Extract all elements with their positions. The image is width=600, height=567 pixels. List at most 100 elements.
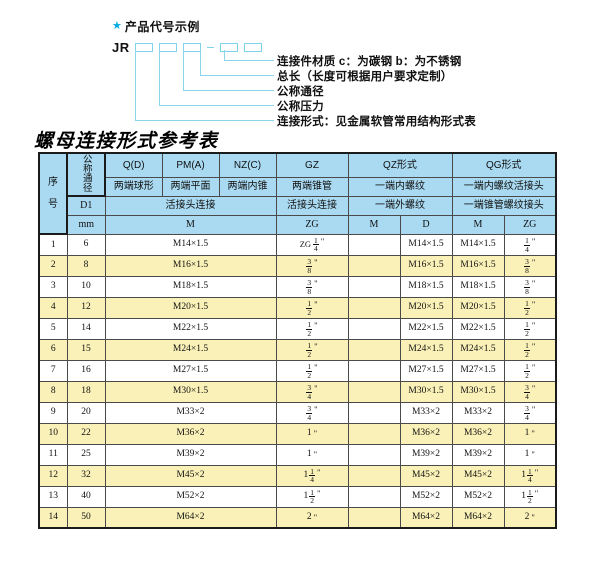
header-end-nzc: 两端内锥 [218, 176, 277, 197]
table-row: 2 8 M16×1.5 3 8 " M16×1.5 M16×1.5 3 8 " [38, 254, 557, 277]
cell-thread-m-qg: M52×2 [451, 485, 505, 508]
cell-thread-zg-gz: 3 4 " [275, 401, 349, 424]
header-code-qd: Q(D) [104, 152, 163, 178]
cell-thread-m-left: M16×1.5 [104, 254, 277, 277]
cell-thread-zg-qg: 1 2 " [503, 359, 557, 382]
cell-thread-zg-gz: 1 " [275, 443, 349, 466]
cell-thread-m-left: M30×1.5 [104, 380, 277, 403]
cell-thread-m-left: M36×2 [104, 422, 277, 445]
cell-seq: 4 [38, 296, 68, 319]
code-note-pressure: 公称压力 [277, 101, 324, 113]
nut-connection-spec-table: 序号 公称通径 Q(D) PM(A) NZ(C) GZ QZ形式 QG形式 两端… [38, 152, 557, 529]
cell-thread-zg-gz: 1 1 4 " [275, 464, 349, 487]
cell-seq: 2 [38, 254, 68, 277]
table-row: 14 50 M64×2 2 " M64×2 M64×2 2 " [38, 506, 557, 529]
cell-thread-d-qz: M20×1.5 [399, 296, 453, 319]
cell-thread-d-qz: M30×1.5 [399, 380, 453, 403]
cell-thread-zg-qg: 1 2 " [503, 338, 557, 361]
cell-thread-m-qz [347, 464, 401, 487]
page-title: 螺母连接形式参考表 [34, 131, 219, 152]
header-unit-mm: mm [66, 214, 106, 235]
header-conn-union-left: 活接头连接 [104, 195, 277, 216]
table-row: 9 20 M33×2 3 4 " M33×2 M33×2 3 4 " [38, 401, 557, 424]
header-thread-d-qz: D [399, 214, 453, 235]
cell-thread-m-left: M39×2 [104, 443, 277, 466]
cell-thread-m-left: M18×1.5 [104, 275, 277, 298]
cell-thread-m-qg: M39×2 [451, 443, 505, 466]
cell-thread-zg-qg: 1 1 4 " [503, 464, 557, 487]
cell-thread-zg-qg: 1 " [503, 422, 557, 445]
table-row: 13 40 M52×2 1 1 2 " M52×2 M52×2 1 1 2 " [38, 485, 557, 508]
cell-thread-d-qz: M33×2 [399, 401, 453, 424]
cell-nominal-diameter: 16 [66, 359, 106, 382]
cell-thread-m-qg: M45×2 [451, 464, 505, 487]
cell-seq: 3 [38, 275, 68, 298]
table-row: 5 14 M22×1.5 1 2 " M22×1.5 M22×1.5 1 2 " [38, 317, 557, 340]
cell-seq: 8 [38, 380, 68, 403]
cell-thread-m-qz [347, 443, 401, 466]
cell-thread-zg-qg: 3 4 " [503, 380, 557, 403]
cell-nominal-diameter: 15 [66, 338, 106, 361]
cell-nominal-diameter: 10 [66, 275, 106, 298]
code-dash [206, 46, 214, 49]
cell-nominal-diameter: 32 [66, 464, 106, 487]
leader-line-5-horizontal [224, 60, 274, 62]
table-row: 1 6 M14×1.5 ZG 1 4 " M14×1.5 M14×1.5 1 4 " [38, 233, 557, 256]
header-conn-taper-joint: 一端锥管螺纹接头 [451, 195, 557, 216]
cell-thread-m-qz [347, 254, 401, 277]
cell-seq: 1 [38, 233, 68, 256]
cell-thread-d-qz: M36×2 [399, 422, 453, 445]
cell-thread-d-qz: M27×1.5 [399, 359, 453, 382]
cell-thread-d-qz: M14×1.5 [399, 233, 453, 256]
cell-thread-m-left: M64×2 [104, 506, 277, 529]
header-end-pma: 两端平面 [161, 176, 220, 197]
leader-line-1-horizontal [135, 120, 274, 122]
cell-seq: 5 [38, 317, 68, 340]
cell-nominal-diameter: 50 [66, 506, 106, 529]
code-note-material: 连接件材质 c：为碳钢 b：为不锈钢 [277, 56, 462, 68]
code-note-length: 总长（长度可根据用户要求定制） [277, 71, 453, 83]
header-thread-m-qg: M [451, 214, 505, 235]
product-code-prefix: JR [112, 40, 130, 55]
leader-line-3-horizontal [183, 90, 274, 92]
cell-thread-m-qz [347, 317, 401, 340]
cell-thread-zg-gz: 1 2 " [275, 296, 349, 319]
cell-thread-zg-gz: 3 8 " [275, 254, 349, 277]
header-thread-m-left: M [104, 214, 277, 235]
cell-thread-m-qg: M16×1.5 [451, 254, 505, 277]
cell-thread-m-qg: M27×1.5 [451, 359, 505, 382]
leader-line-5-vertical [224, 50, 226, 61]
code-box-5 [243, 43, 262, 52]
header-nominal-diameter: 公称通径 [66, 152, 106, 197]
cell-nominal-diameter: 6 [66, 233, 106, 256]
table-row: 12 32 M45×2 1 1 4 " M45×2 M45×2 1 1 4 " [38, 464, 557, 487]
code-box-4 [219, 43, 238, 52]
cell-thread-m-qg: M33×2 [451, 401, 505, 424]
product-code-row: JR [112, 40, 268, 55]
cell-thread-zg-gz: 1 2 " [275, 338, 349, 361]
cell-nominal-diameter: 20 [66, 401, 106, 424]
cell-thread-zg-gz: 3 8 " [275, 275, 349, 298]
header-row-connection: D1 活接头连接 活接头连接 一端外螺纹 一端锥管螺纹接头 [39, 195, 557, 216]
cell-seq: 13 [38, 485, 68, 508]
leader-line-2-vertical [159, 50, 161, 106]
cell-thread-m-left: M33×2 [104, 401, 277, 424]
product-code-diagram: ★ 产品代号示例 JR 连接件材质 c：为碳钢 b：为不锈钢 总长（长度可根据用… [0, 0, 600, 128]
cell-thread-m-qg: M30×1.5 [451, 380, 505, 403]
header-thread-m-qz: M [347, 214, 401, 235]
table-row: 7 16 M27×1.5 1 2 " M27×1.5 M27×1.5 1 2 " [38, 359, 557, 382]
cell-thread-zg-gz: 3 4 " [275, 380, 349, 403]
cell-thread-zg-gz: 1 2 " [275, 317, 349, 340]
cell-thread-m-left: M52×2 [104, 485, 277, 508]
cell-nominal-diameter: 40 [66, 485, 106, 508]
header-seq-text: 序号 [48, 176, 58, 210]
cell-thread-m-qg: M14×1.5 [451, 233, 505, 256]
cell-thread-d-qz: M18×1.5 [399, 275, 453, 298]
header-conn-union-gz: 活接头连接 [275, 195, 349, 216]
cell-thread-zg-gz: 1 1 2 " [275, 485, 349, 508]
spec-table-container: 序号 公称通径 Q(D) PM(A) NZ(C) GZ QZ形式 QG形式 两端… [38, 152, 557, 529]
cell-thread-m-qz [347, 275, 401, 298]
cell-thread-zg-gz: ZG 1 4 " [275, 233, 349, 256]
code-note-diameter: 公称通径 [277, 86, 324, 98]
header-thread-zg-gz: ZG [275, 214, 349, 235]
